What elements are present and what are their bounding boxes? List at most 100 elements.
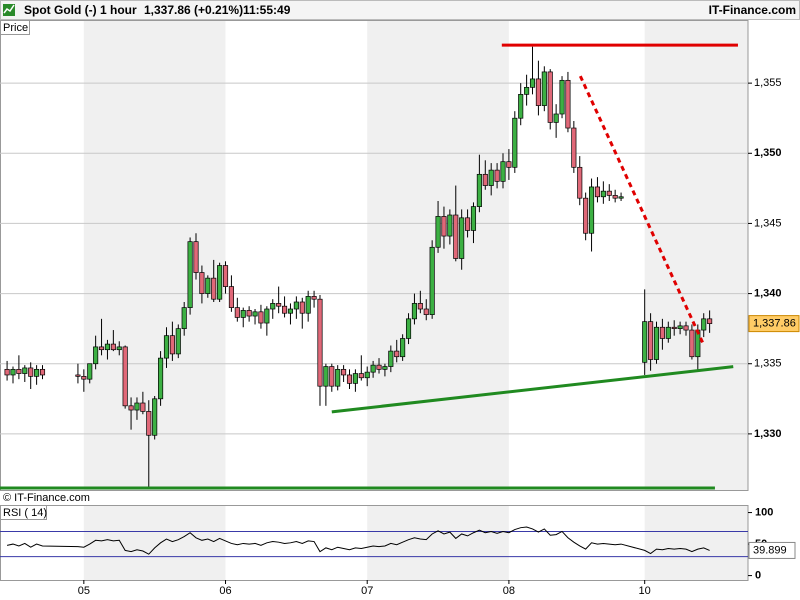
candle-body <box>346 374 353 384</box>
candle-body <box>435 216 441 248</box>
candle-body <box>665 326 671 339</box>
candle-body <box>659 326 665 339</box>
y-tick-label: 1,330 <box>754 428 782 440</box>
candle-body <box>370 364 376 373</box>
candle-body <box>264 308 270 324</box>
candle-body <box>75 374 81 377</box>
x-tick-label: 08 <box>503 585 515 597</box>
candle-body <box>618 196 624 199</box>
candle-body <box>39 368 46 376</box>
candle-body <box>10 368 16 376</box>
candle-body <box>488 169 494 186</box>
candle-body <box>16 368 22 374</box>
candle-body <box>258 311 264 324</box>
x-tick-label: 06 <box>219 585 231 597</box>
panel-label-box <box>0 505 47 520</box>
candle-body <box>535 78 541 106</box>
candle-body <box>606 190 612 196</box>
candle-body <box>400 338 406 358</box>
symbol: Spot Gold (-) <box>24 3 97 17</box>
candle-body <box>199 272 205 294</box>
candle-body <box>594 186 601 198</box>
y-tick-label: 0 <box>755 569 761 581</box>
candle-body <box>382 366 388 370</box>
candle-body <box>612 195 618 199</box>
x-tick-label: 10 <box>639 585 651 597</box>
rsi-line <box>6 526 710 555</box>
candle-body <box>388 350 394 367</box>
candle-body <box>341 368 347 376</box>
candle-body <box>476 173 482 207</box>
candle-body <box>211 277 217 300</box>
candle-body <box>417 303 423 310</box>
candle-body <box>282 305 288 314</box>
panel-label: Price <box>3 22 28 34</box>
candle-body <box>299 301 305 314</box>
candle-body <box>329 366 335 387</box>
brand: IT-Finance.com <box>709 3 796 17</box>
candle-body <box>559 79 565 115</box>
trendline <box>578 75 705 345</box>
candle-body <box>577 166 583 199</box>
candle-body <box>104 343 110 351</box>
candle-body <box>571 127 577 168</box>
plot-frame <box>0 505 749 581</box>
candle-body <box>648 321 654 360</box>
candle-body <box>293 301 299 310</box>
quote: 1,337.86 (+0.21%) <box>144 3 243 17</box>
interval: 1 hour <box>100 3 137 17</box>
x-tick-label: 05 <box>78 585 90 597</box>
candle-body <box>146 411 152 436</box>
candle-body <box>411 303 417 320</box>
y-tick-label: 1,335 <box>754 358 782 370</box>
candle-body <box>529 78 536 88</box>
candle-body <box>653 326 660 360</box>
candle-body <box>429 246 435 315</box>
candle-body <box>701 318 707 331</box>
day-band <box>367 505 509 580</box>
candle-body <box>246 310 252 317</box>
candle-body <box>270 303 276 310</box>
candle-body <box>642 321 648 363</box>
day-band <box>644 20 748 490</box>
last-price-label: 1,337.86 <box>753 318 796 330</box>
candle-body <box>589 186 595 234</box>
y-tick-label: 1,355 <box>754 77 782 89</box>
candle-body <box>193 241 199 273</box>
candle-body <box>234 307 240 318</box>
candle-body <box>110 343 116 351</box>
last-price-box <box>748 315 800 333</box>
candle-body <box>394 350 400 358</box>
panel-label: RSI ( 14) <box>3 507 47 519</box>
y-tick-label: 1,340 <box>754 287 782 299</box>
trendline <box>331 365 734 414</box>
y-tick-label: 100 <box>755 506 773 518</box>
candle-body <box>34 368 40 377</box>
candle-body <box>87 363 93 380</box>
candle-body <box>287 308 294 314</box>
candle-body <box>4 368 10 376</box>
day-band <box>367 20 509 490</box>
candle-body <box>28 367 34 377</box>
candle-body <box>500 161 506 182</box>
candle-body <box>22 367 28 374</box>
candle-body <box>506 161 512 168</box>
candle-body <box>453 214 459 259</box>
candle-body <box>335 368 341 387</box>
candle-body <box>683 325 689 331</box>
candle-body <box>482 173 488 186</box>
candle-body <box>81 376 87 380</box>
candle-body <box>524 86 530 95</box>
candle-body <box>122 346 128 407</box>
candle-body <box>140 402 146 412</box>
candle-body <box>228 286 234 308</box>
candle-body <box>311 296 317 300</box>
y-tick-label: 1,345 <box>754 217 782 229</box>
day-band <box>644 505 748 580</box>
candle-body <box>447 214 453 237</box>
candle-body <box>323 366 329 387</box>
candle-body <box>158 357 164 400</box>
candle-body <box>93 346 99 365</box>
candle-body <box>494 169 500 182</box>
